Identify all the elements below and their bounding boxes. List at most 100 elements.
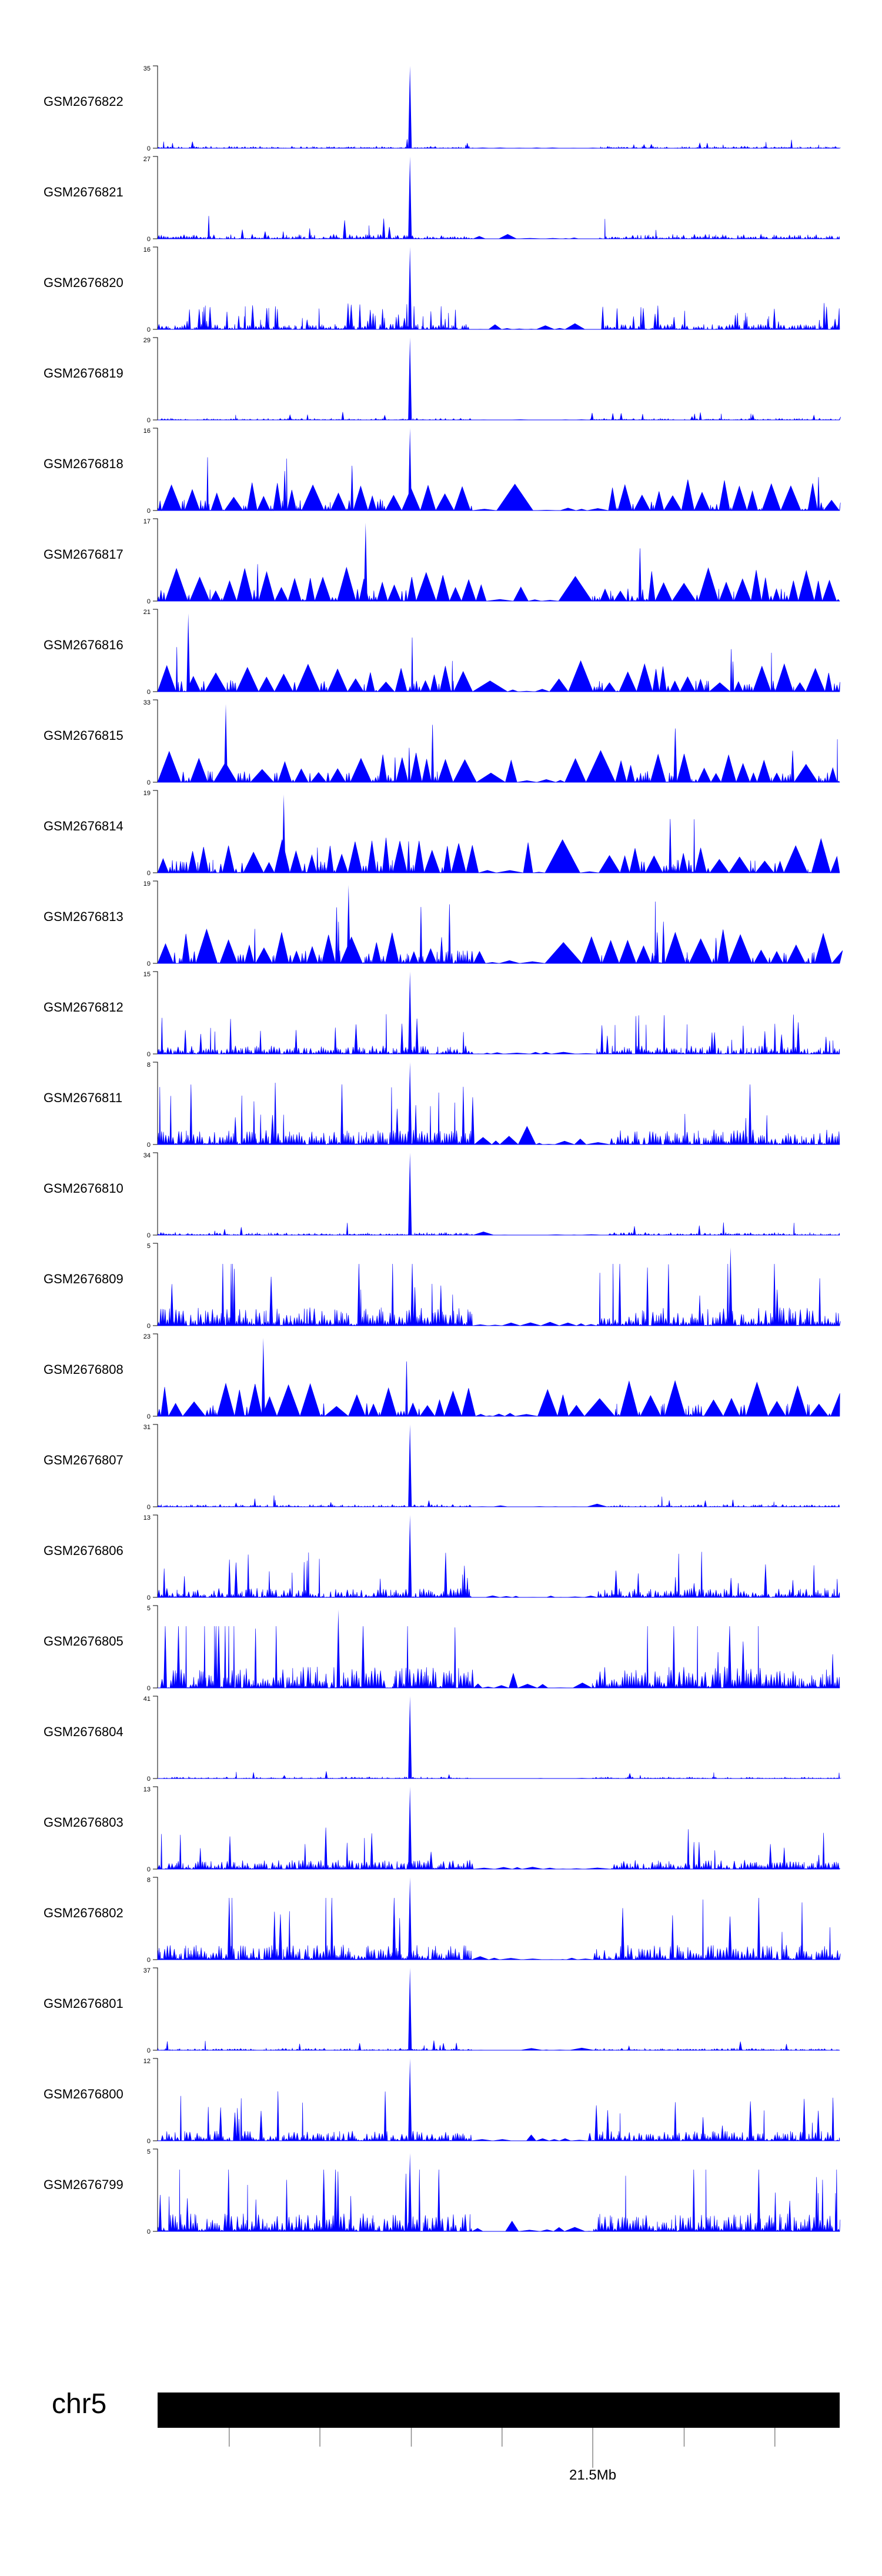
track-GSM2676803: GSM2676803 13 0 — [44, 1786, 840, 1873]
signal-peak — [408, 156, 412, 239]
track-label: GSM2676818 — [44, 456, 123, 471]
y-min-label: 0 — [147, 1142, 151, 1149]
y-min-label: 0 — [147, 870, 151, 877]
y-min-label: 0 — [147, 1051, 151, 1058]
signal-peak — [408, 338, 412, 420]
signal-peak — [261, 1338, 265, 1416]
signal-peak — [408, 2058, 412, 2141]
y-axis — [153, 246, 158, 330]
signal-area — [157, 1897, 841, 1961]
track-label: GSM2676811 — [44, 1090, 122, 1105]
track-GSM2676802: GSM2676802 8 0 — [44, 1877, 841, 1964]
signal-area — [157, 1827, 840, 1870]
signal-peak — [408, 66, 412, 148]
y-axis — [153, 1152, 158, 1236]
y-axis — [153, 1786, 158, 1870]
track-GSM2676818: GSM2676818 16 0 — [44, 428, 841, 515]
signal-peak — [408, 1515, 412, 1597]
chromosome-label: chr5 — [52, 2388, 106, 2420]
track-label: GSM2676803 — [44, 1815, 123, 1830]
track-label: GSM2676806 — [44, 1543, 123, 1558]
track-label: GSM2676800 — [44, 2087, 123, 2101]
y-min-label: 0 — [147, 1776, 151, 1783]
y-max-label: 27 — [143, 156, 151, 163]
y-axis — [153, 1605, 158, 1689]
y-min-label: 0 — [147, 960, 151, 967]
track-GSM2676820: GSM2676820 16 0 — [44, 246, 840, 333]
track-label: GSM2676804 — [44, 1724, 123, 1739]
signal-area — [157, 1082, 840, 1146]
track-GSM2676799: GSM2676799 5 0 — [44, 2148, 841, 2235]
track-GSM2676806: GSM2676806 13 0 — [44, 1514, 840, 1601]
track-label: GSM2676822 — [44, 94, 123, 109]
signal-area — [157, 1014, 840, 1055]
track-label: GSM2676820 — [44, 275, 123, 290]
y-min-label: 0 — [147, 1323, 151, 1330]
y-axis — [153, 518, 158, 602]
track-label: GSM2676807 — [44, 1453, 123, 1467]
y-max-label: 29 — [143, 337, 151, 344]
signal-area — [157, 1263, 841, 1327]
signal-tracks: GSM2676822350GSM2676821270GSM2676820160G… — [44, 65, 843, 2235]
track-GSM2676805: GSM2676805 5 0 — [44, 1605, 840, 1692]
y-max-label: 35 — [143, 65, 151, 72]
y-max-label: 8 — [147, 1062, 151, 1069]
y-axis — [153, 337, 158, 421]
signal-peak — [408, 2153, 412, 2231]
signal-area — [157, 303, 840, 331]
track-label: GSM2676799 — [44, 2177, 123, 2192]
y-axis — [153, 156, 158, 239]
y-max-label: 13 — [143, 1786, 151, 1793]
track-GSM2676813: GSM2676813 19 0 — [44, 880, 843, 967]
signal-peak — [408, 1877, 412, 1960]
signal-peak — [186, 613, 191, 692]
signal-peak — [408, 1787, 412, 1869]
position-tick-label: 21.5Mb — [569, 2467, 616, 2483]
y-max-label: 37 — [143, 1967, 151, 1974]
signal-area — [157, 1771, 841, 1779]
track-GSM2676810: GSM2676810 34 0 — [44, 1152, 840, 1239]
y-min-label: 0 — [147, 689, 151, 696]
y-max-label: 8 — [147, 1877, 151, 1884]
signal-area — [157, 819, 840, 874]
track-GSM2676801: GSM2676801 37 0 — [44, 1967, 840, 2054]
track-label: GSM2676819 — [44, 366, 123, 381]
y-max-label: 21 — [143, 609, 151, 616]
signal-peak — [408, 1153, 412, 1235]
track-GSM2676808: GSM2676808 23 0 — [44, 1333, 840, 1420]
track-label: GSM2676812 — [44, 1000, 123, 1015]
y-max-label: 19 — [143, 880, 151, 887]
y-min-label: 0 — [147, 2228, 151, 2235]
y-min-label: 0 — [147, 1957, 151, 1964]
signal-area — [157, 2091, 840, 2142]
track-label: GSM2676821 — [44, 185, 123, 199]
y-max-label: 19 — [143, 790, 151, 797]
signal-area — [157, 2040, 840, 2051]
track-GSM2676800: GSM2676800 12 0 — [44, 2058, 840, 2145]
track-label: GSM2676814 — [44, 819, 123, 833]
y-min-label: 0 — [147, 1866, 151, 1873]
signal-area — [157, 548, 840, 602]
y-max-label: 17 — [143, 518, 151, 525]
track-GSM2676814: GSM2676814 19 0 — [44, 790, 840, 877]
y-min-label: 0 — [147, 2047, 151, 2054]
signal-area — [157, 1626, 840, 1689]
y-max-label: 33 — [143, 699, 151, 706]
y-min-label: 0 — [147, 1232, 151, 1239]
signal-peak — [408, 1968, 412, 2050]
signal-area — [157, 457, 841, 512]
signal-area — [157, 412, 841, 421]
track-label: GSM2676802 — [44, 1906, 123, 1920]
track-GSM2676812: GSM2676812 15 0 — [44, 971, 840, 1058]
y-min-label: 0 — [147, 1685, 151, 1692]
track-label: GSM2676817 — [44, 547, 123, 562]
y-axis — [153, 790, 158, 873]
y-max-label: 31 — [143, 1424, 151, 1431]
y-min-label: 0 — [147, 598, 151, 605]
track-label: GSM2676809 — [44, 1272, 123, 1286]
signal-area — [157, 1361, 840, 1417]
signal-area — [157, 901, 843, 965]
y-axis — [153, 1877, 158, 1960]
y-max-label: 5 — [147, 2148, 151, 2155]
